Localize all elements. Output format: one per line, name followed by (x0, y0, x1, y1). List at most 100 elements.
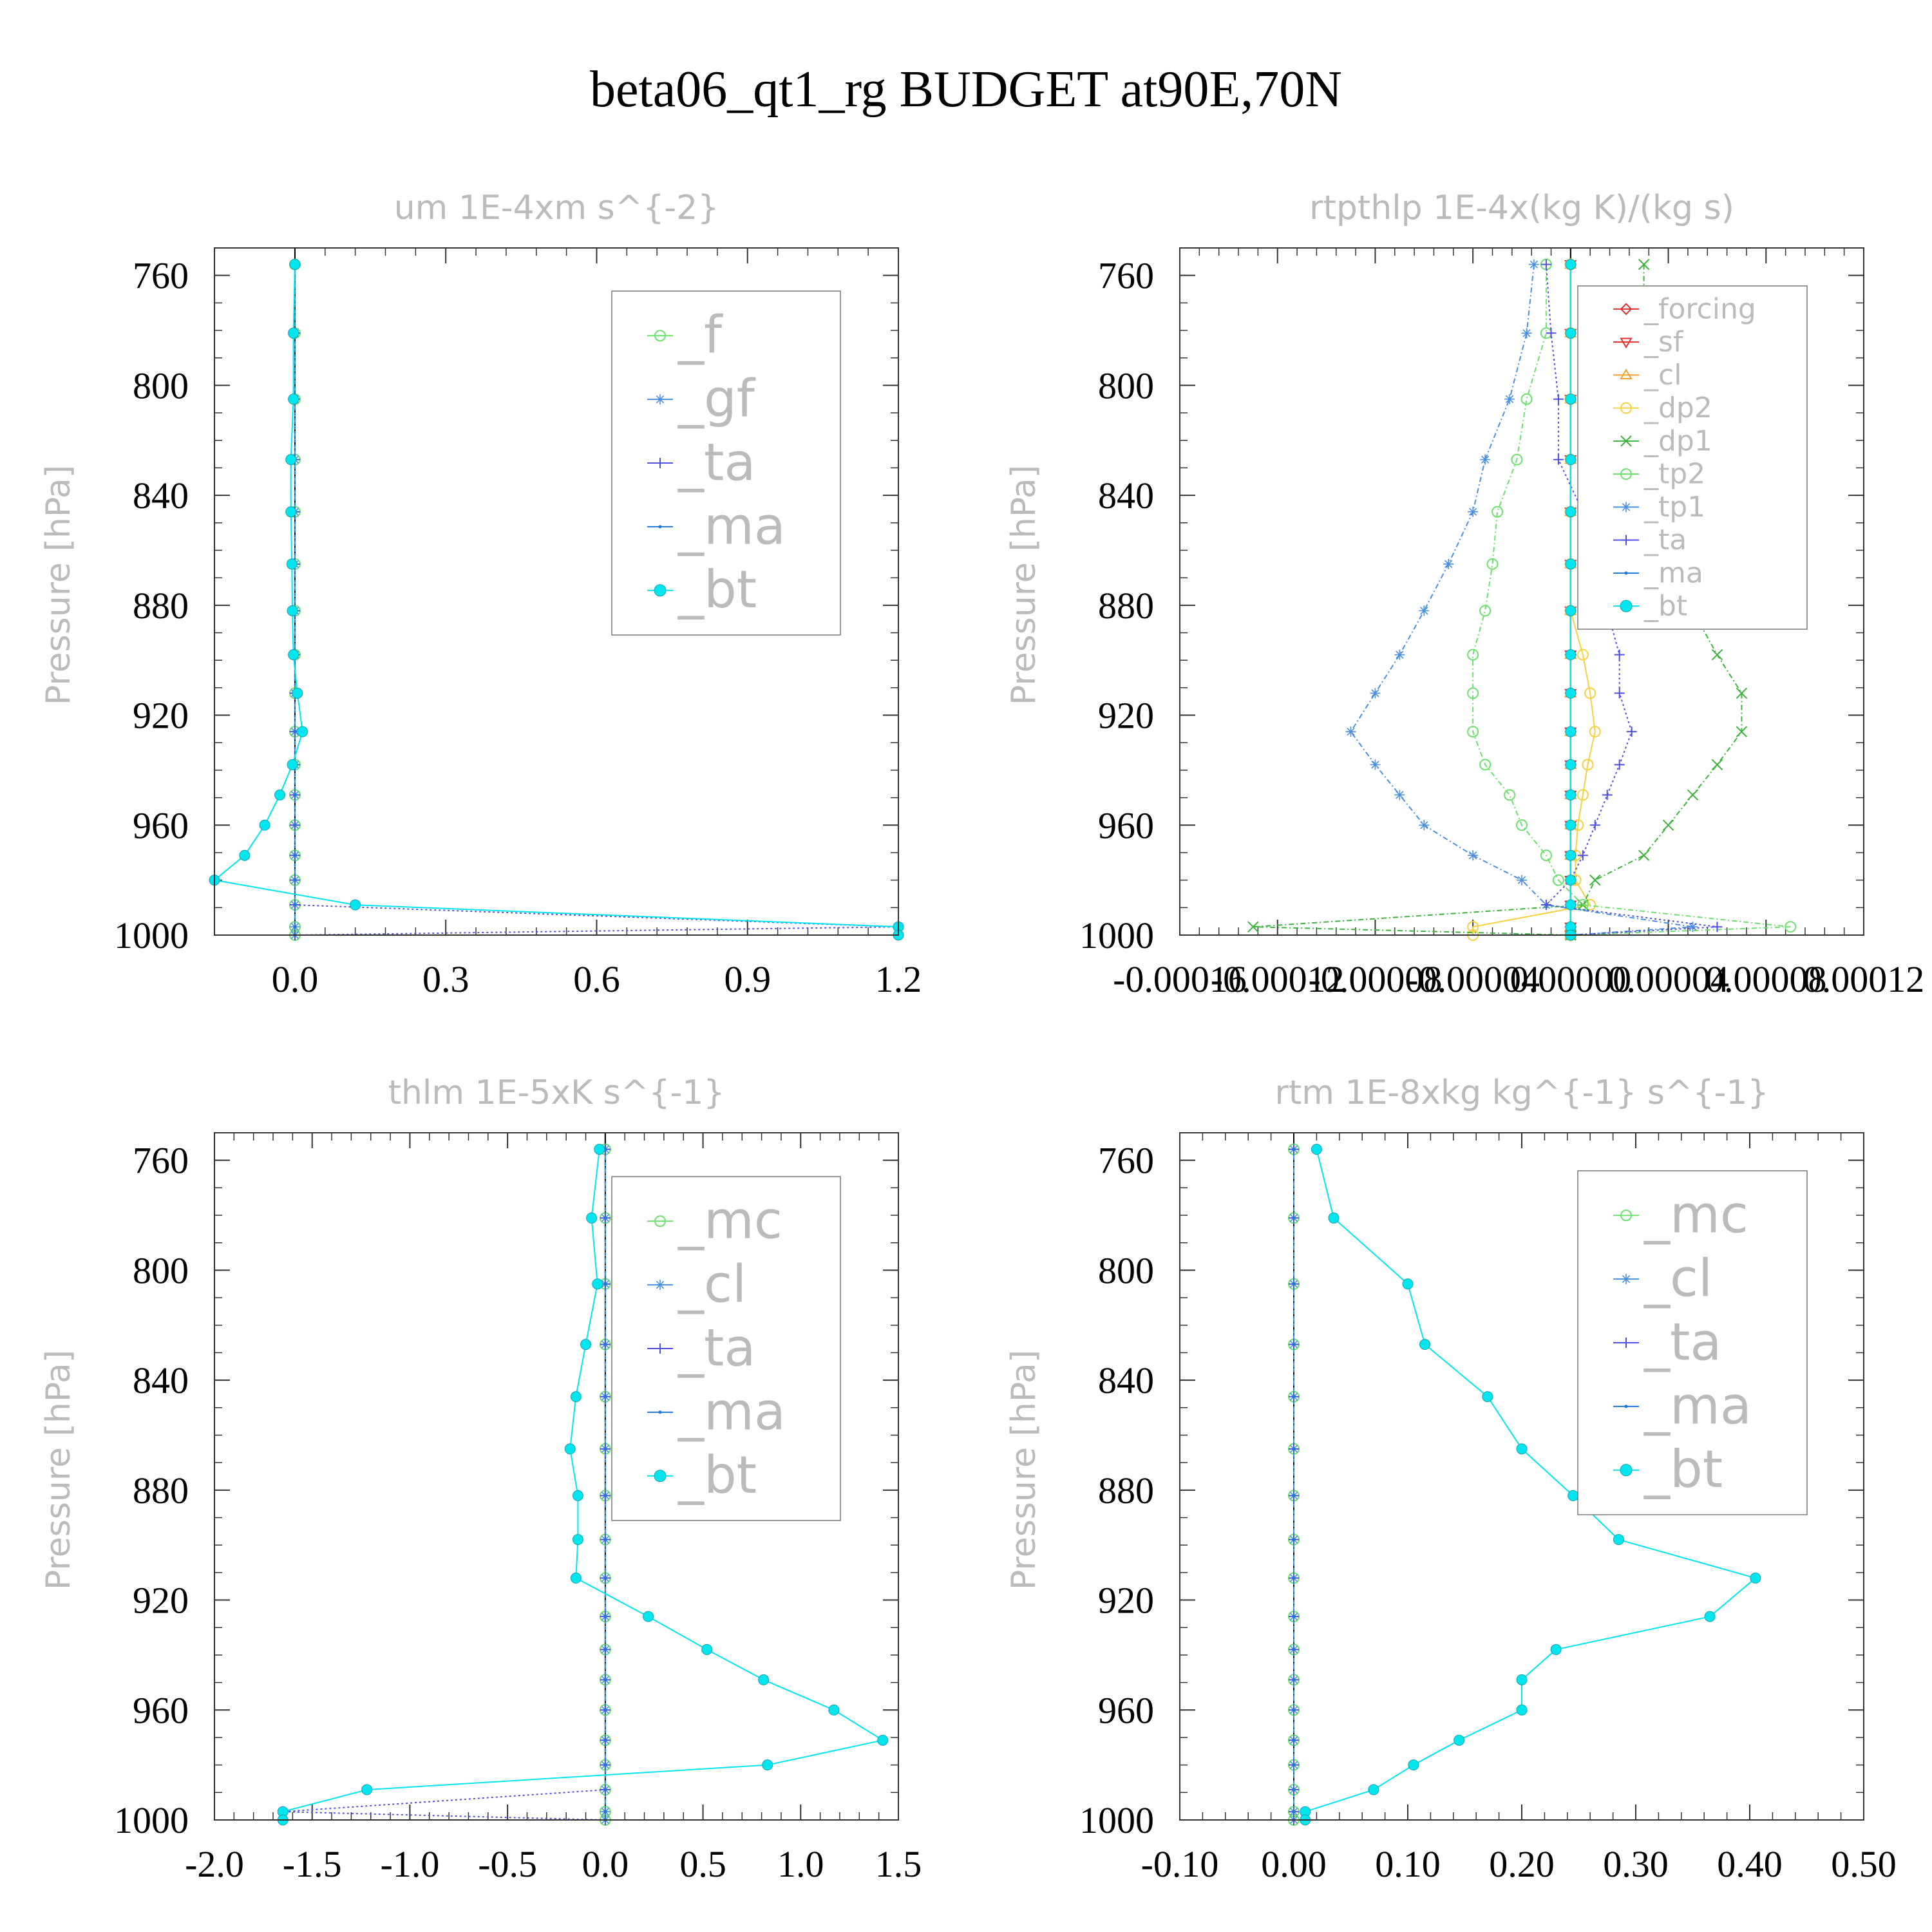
x-tick-label: 0.00 (1261, 1843, 1327, 1885)
legend-label: _bt (1643, 590, 1687, 623)
x-tick-label: 0.00008 (1705, 958, 1827, 1000)
data-point (1550, 1643, 1562, 1655)
data-point (1292, 1282, 1296, 1286)
legend-marker (1620, 435, 1632, 447)
legend-marker (654, 330, 666, 342)
legend-marker (1621, 502, 1631, 513)
panel-4: rtm 1E-8xkg kg^{-1} s^{-1} Pressure [hPa]… (1005, 1074, 1897, 1885)
x-tick-label: 0.5 (679, 1843, 726, 1885)
data-point (1292, 1538, 1296, 1542)
data-point (603, 1216, 607, 1220)
data-point (288, 327, 299, 339)
series-line (1472, 264, 1791, 936)
data-point (288, 393, 299, 405)
data-point (603, 1708, 607, 1712)
y-tick-label: 760 (1098, 255, 1154, 297)
x-tick-label: -0.5 (478, 1843, 537, 1885)
legend-marker (1620, 337, 1633, 349)
data-point (287, 605, 298, 616)
data-point (1486, 558, 1499, 570)
y-tick-label: 960 (1098, 804, 1154, 846)
x-tick-label: 0.40 (1717, 1843, 1783, 1885)
x-tick-label: -2.0 (185, 1843, 244, 1885)
y-tick-label: 960 (133, 1689, 189, 1731)
data-point (1638, 849, 1650, 861)
x-tick-label: 1.2 (875, 958, 922, 1000)
data-point (1565, 327, 1577, 339)
data-point (603, 1343, 607, 1347)
data-point (293, 878, 297, 882)
data-point (1602, 790, 1613, 800)
data-point (297, 726, 308, 737)
y-tick-label: 800 (1098, 1249, 1154, 1291)
x-tick-label: 0.0 (272, 958, 319, 1000)
data-point (1626, 726, 1637, 737)
y-tick-label: 1000 (114, 1799, 189, 1841)
data-point (572, 1534, 583, 1546)
data-point (1704, 1611, 1716, 1622)
panel-title: thlm 1E-5xK s^{-1} (388, 1074, 725, 1112)
legend: _f_gf_ta_ma_bt (611, 290, 841, 636)
y-tick-label: 920 (133, 1580, 189, 1622)
y-tick-label: 800 (1098, 365, 1154, 406)
legend: _mc_cl_ta_ma_bt (611, 1176, 841, 1521)
x-tick-label: 0.6 (573, 958, 620, 1000)
legend-label: _ta (677, 432, 755, 492)
data-point (1467, 649, 1479, 661)
y-tick-label: 880 (1098, 585, 1154, 627)
legend-label: _mc (1643, 1185, 1748, 1245)
legend-marker (655, 1343, 665, 1354)
data-point (570, 1572, 582, 1584)
data-point (1402, 1278, 1414, 1290)
x-tick-label: 0.00004 (1607, 958, 1729, 1000)
data-point (1577, 789, 1589, 801)
data-point (1687, 789, 1699, 801)
data-point (1540, 900, 1551, 911)
y-tick-label: 760 (1098, 1140, 1154, 1182)
data-point (288, 649, 299, 661)
data-point (1419, 1339, 1431, 1350)
legend-label: _ma (1643, 1376, 1752, 1435)
legend: _forcing_sf_cl_dp2_dp1_tp2_tp1_ta_ma_bt (1577, 285, 1808, 630)
data-point (603, 1763, 607, 1767)
data-point (1345, 726, 1356, 737)
data-point (572, 1490, 583, 1501)
legend-marker (1620, 600, 1633, 612)
data-point (877, 1734, 889, 1746)
x-tick-label: 0.00000 (1510, 958, 1632, 1000)
x-tick-label: 0.00012 (1803, 958, 1925, 1000)
x-tick-label: 0.20 (1489, 1843, 1555, 1885)
data-point (1614, 649, 1625, 660)
y-axis-label: Pressure [hPa] (39, 1350, 78, 1590)
data-point (1589, 726, 1601, 738)
data-point (1394, 790, 1405, 800)
data-point (1565, 259, 1577, 270)
data-point (1521, 328, 1532, 339)
legend-label: _tp1 (1643, 491, 1705, 524)
series-ma (1292, 1148, 1296, 1822)
data-point (1479, 759, 1492, 771)
x-tick-label: 0.9 (724, 958, 771, 1000)
data-point (1565, 819, 1577, 831)
data-point (570, 1391, 582, 1403)
data-point (1565, 759, 1577, 770)
legend-marker (655, 458, 665, 468)
data-point (1750, 1572, 1761, 1584)
legend-marker (1620, 1209, 1632, 1222)
x-tick-label: -0.00004 (1406, 958, 1540, 1000)
data-point (1546, 328, 1557, 339)
legend-marker (1624, 1405, 1628, 1408)
data-point (603, 1282, 607, 1286)
data-point (1552, 874, 1564, 886)
data-point (1292, 1216, 1296, 1220)
data-point (293, 793, 297, 797)
data-point (1492, 506, 1504, 518)
data-point (1292, 1615, 1296, 1618)
data-point (285, 506, 297, 518)
series-bt (277, 1144, 889, 1826)
data-point (1511, 453, 1523, 466)
data-point (1292, 1395, 1296, 1399)
data-point (1516, 1704, 1528, 1716)
data-point (603, 1647, 607, 1651)
